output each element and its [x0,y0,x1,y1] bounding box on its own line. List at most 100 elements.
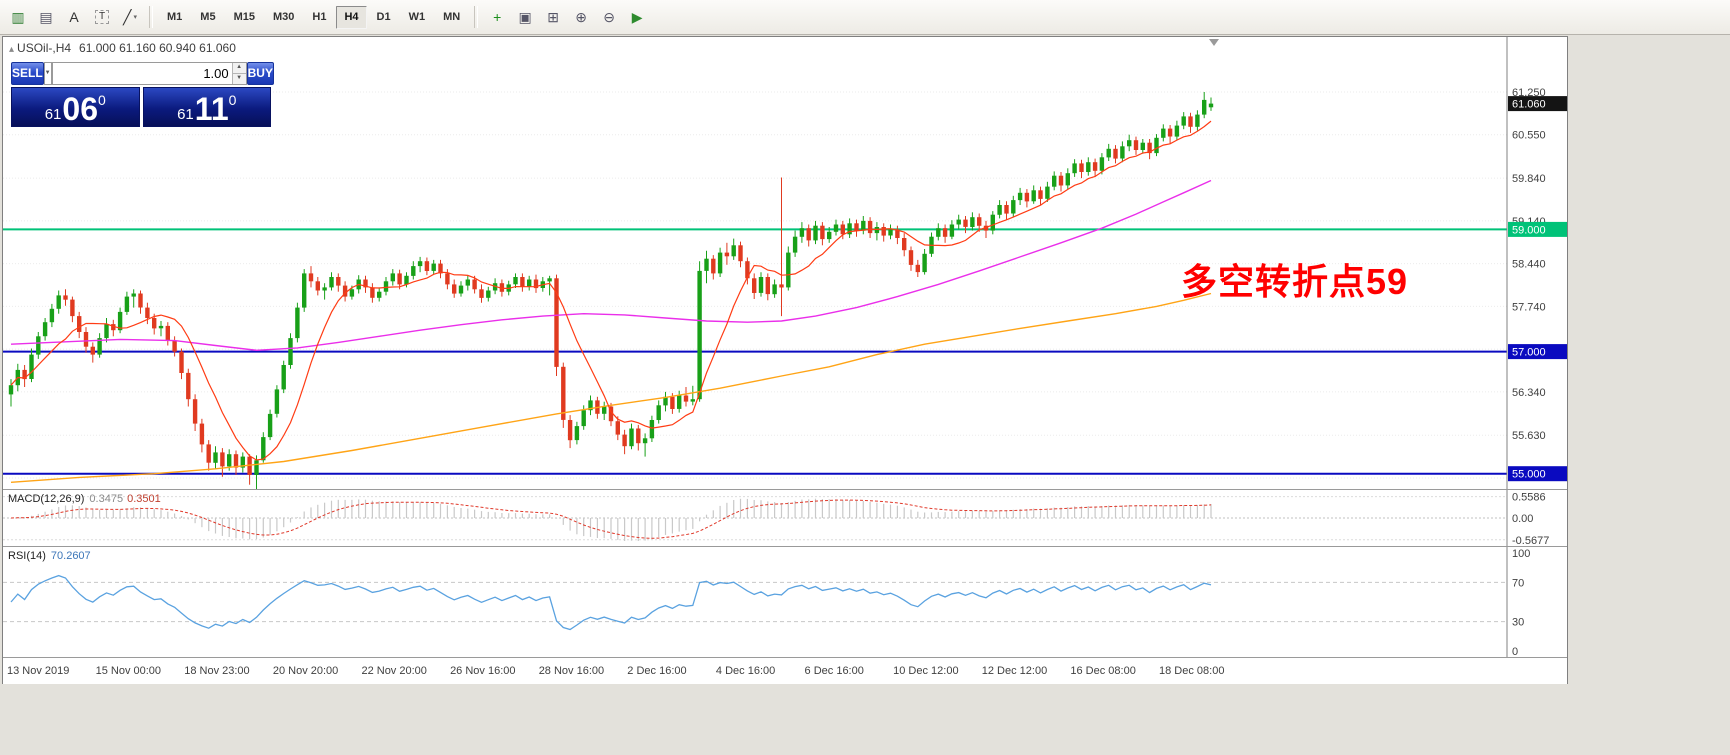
sell-price-display[interactable]: 61 06 0 [11,87,140,127]
timeframe-m5-button[interactable]: M5 [200,10,216,23]
svg-text:56.340: 56.340 [1512,387,1546,399]
price-chart-panel[interactable]: 61.25060.55059.84059.14058.44057.74056.3… [3,37,1567,489]
svg-text:0.00: 0.00 [1512,513,1533,525]
time-axis-label: 10 Dec 12:00 [893,665,959,677]
text-label-icon: T [94,10,110,24]
toolbar-separator [474,6,479,28]
volume-up-button[interactable]: ▲ [231,63,246,73]
buy-price-display[interactable]: 61 11 0 [142,87,271,127]
svg-text:30: 30 [1512,617,1524,629]
buy-price-sup: 0 [228,92,237,108]
zoom-in-icon[interactable]: ⊕ [568,5,594,30]
volume-down-button[interactable]: ▼ [231,73,246,84]
new-order-icon: + [493,9,502,25]
rsi-name: RSI(14) [8,550,46,562]
rsi-svg: 100 70 30 0 [3,547,1567,657]
tile-windows-icon[interactable]: ⊞ [540,5,566,30]
macd-histogram [10,498,1212,541]
timeframe-m30-button[interactable]: M30 [272,10,295,23]
svg-text:55.630: 55.630 [1512,430,1546,442]
time-axis-label: 16 Dec 08:00 [1070,665,1136,677]
text-label-icon[interactable]: T [89,5,115,30]
macd-canvas[interactable]: 0.5586 0.00 -0.5677 [3,490,1567,546]
chart-ohlc-values: 61.000 61.160 60.940 61.060 [79,41,236,55]
hline-55-badge: 55.000 [1508,466,1567,482]
macd-signal-value: 0.3501 [127,493,161,505]
time-axis-label: 28 Nov 16:00 [538,665,605,677]
svg-text:60.550: 60.550 [1512,130,1546,142]
rsi-line [10,574,1212,631]
new-order-icon[interactable]: + [484,5,510,30]
time-axis-label: 6 Dec 16:00 [804,665,864,677]
chart-window-icon: ▣ [518,9,532,25]
macd-signal-line [10,499,1212,539]
timeframe-h1-button[interactable]: H1 [312,10,327,23]
svg-text:-0.5677: -0.5677 [1512,535,1549,546]
time-axis-label: 13 Nov 2019 [7,665,70,677]
ma-mid-magenta [10,179,1212,352]
one-click-trading-panel: SELL ▼ ▲ ▼ BUY 61 06 0 [11,62,274,127]
drawing-tools-icon[interactable]: ╱ ▾ [117,5,143,30]
macd-panel[interactable]: 0.5586 0.00 -0.5677 MACD(12,26,9) 0.3475 0.3… [3,490,1567,546]
time-axis-label: 22 Nov 20:00 [361,665,427,677]
hline-57-badge: 57.000 [1508,344,1567,360]
rsi-value: 70.2607 [50,550,91,562]
time-axis-label: 18 Dec 08:00 [1159,665,1225,677]
panel-splitter[interactable] [3,489,1567,490]
timeframe-h4-button[interactable]: H4 [336,5,367,29]
svg-text:58.440: 58.440 [1512,259,1546,271]
time-axis-label: 4 Dec 16:00 [715,665,776,677]
timeframe-m1-button[interactable]: M1 [167,10,183,23]
chart-title: ▴ USOil-,H4 61.000 61.160 60.940 61.060 [9,41,236,55]
svg-text:59.000: 59.000 [1512,224,1546,236]
timeframe-w1-button[interactable]: W1 [408,10,426,23]
chart-window: 61.25060.55059.84059.14058.44057.74056.3… [2,36,1568,684]
svg-text:57.000: 57.000 [1512,347,1546,359]
ma-slow-orange [10,292,1212,483]
volume-input[interactable] [52,63,232,84]
one-click-collapse-button[interactable]: ▴ [9,44,15,55]
hline-59-badge: 59.000 [1508,221,1567,237]
time-axis-label: 20 Nov 20:00 [272,665,339,677]
charts-lines-icon[interactable]: ▤ [33,5,59,30]
volume-spinner: ▲ ▼ [231,63,246,84]
sell-button[interactable]: SELL [11,62,44,85]
zoom-out-icon[interactable]: ⊖ [596,5,622,30]
font-tool-icon: A [69,9,79,25]
svg-text:55.000: 55.000 [1512,469,1546,481]
time-axis-label: 15 Nov 00:00 [95,665,162,677]
font-tool-icon[interactable]: A [61,5,87,30]
rsi-canvas[interactable]: 100 70 30 0 [3,547,1567,657]
svg-text:59.840: 59.840 [1512,173,1546,185]
tile-windows-icon: ⊞ [547,9,560,25]
time-axis[interactable]: 13 Nov 2019 15 Nov 00:00 18 Nov 23:00 20 No… [3,658,1567,684]
auto-trading-icon[interactable]: ▶ [624,5,650,30]
charts-candles-icon[interactable]: ▥ [5,5,31,30]
buy-button[interactable]: BUY [246,62,274,85]
volume-preset-dropdown[interactable]: ▼ [43,62,52,85]
macd-main-value: 0.3475 [89,493,124,505]
auto-trading-icon: ▶ [631,9,643,25]
volume-field-wrap: ▲ ▼ [51,62,247,85]
chart-window-icon[interactable]: ▣ [512,5,538,30]
panel-splitter[interactable] [3,546,1567,547]
charts-lines-icon: ▤ [39,9,53,25]
price-scale: 61.25060.55059.84059.14058.44057.74056.3… [1506,37,1567,489]
svg-text:61.250: 61.250 [1512,87,1546,99]
zoom-out-icon: ⊖ [603,9,616,25]
rsi-panel[interactable]: 100 70 30 0 RSI(14) 70.2607 [3,547,1567,657]
panel-border [3,657,1567,658]
buy-price-big: 11 [194,90,229,127]
chart-shift-marker [1209,39,1219,46]
time-axis-label: 26 Nov 16:00 [450,665,516,677]
sell-price-big: 06 [62,90,98,127]
timeframe-m15-button[interactable]: M15 [233,10,255,23]
toolbar-separator [149,6,153,28]
timeframe-mn-button[interactable]: MN [443,10,461,23]
timeframe-d1-button[interactable]: D1 [376,10,391,23]
macd-name: MACD(12,26,9) [8,493,85,505]
svg-text:0.5586: 0.5586 [1512,492,1546,504]
chart-annotation-text: 多空转折点59 [1181,261,1409,302]
toolbar-left-group: ▥ ▤ A T ╱ ▾ [4,0,144,34]
chart-symbol-period: USOil-,H4 [17,41,72,55]
